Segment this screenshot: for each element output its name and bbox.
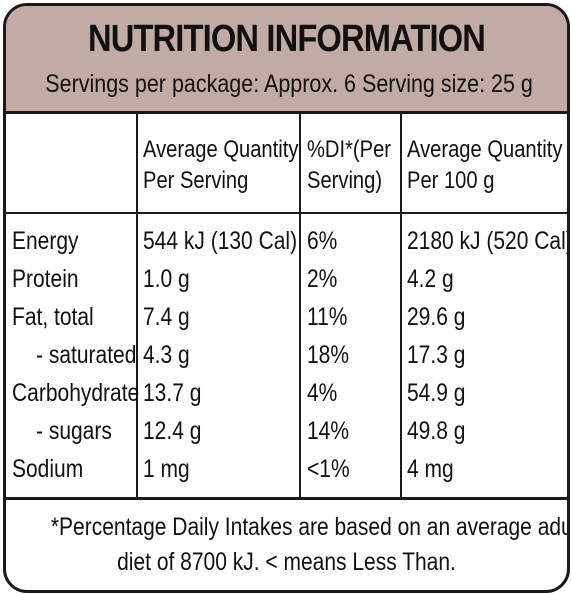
panel-header: NUTRITION INFORMATION Servings per packa… [6,6,567,114]
column-divider [136,114,138,497]
per-100g-value: 17.3 g [407,341,466,369]
per-serving-value: 7.4 g [143,303,190,331]
panel-title: NUTRITION INFORMATION [87,18,486,60]
nutrition-table: Average Quantity Per Serving %DI*(Per Se… [6,114,567,500]
table-row: - saturated 4.3 g 18% 17.3 g [6,336,567,374]
column-header-line: Per Serving [143,167,249,194]
per-serving-value: 4.3 g [143,341,190,369]
per-serving-value: 1.0 g [143,265,190,293]
nutrient-label: - saturated [36,341,137,369]
column-header-line: Per 100 g [407,167,495,194]
column-divider [299,114,301,497]
per-serving-value: 12.4 g [143,417,202,445]
di-value: 14% [307,417,350,445]
column-header-line: Serving) [307,167,383,194]
footnote-line: *Percentage Daily Intakes are based on a… [50,513,570,541]
column-divider [400,114,402,497]
table-row: Carbohydrate 13.7 g 4% 54.9 g [6,374,567,412]
table-row: Energy 544 kJ (130 Cal) 6% 2180 kJ (520 … [6,222,567,260]
nutrient-label: - sugars [36,417,112,445]
di-value: <1% [307,455,350,483]
di-value: 6% [307,227,338,255]
per-serving-value: 544 kJ (130 Cal) [143,227,298,255]
per-100g-value: 4 mg [407,455,454,483]
per-100g-value: 54.9 g [407,379,466,407]
nutrition-panel: NUTRITION INFORMATION Servings per packa… [3,3,570,593]
column-header-di: %DI*(Per Serving) [307,134,391,196]
table-row: - sugars 12.4 g 14% 49.8 g [6,412,567,450]
table-row: Fat, total 7.4 g 11% 29.6 g [6,298,567,336]
column-header-per-serving: Average Quantity Per Serving [143,134,298,196]
column-header-line: Average Quantity [407,136,563,163]
column-header-line: Average Quantity [143,136,299,163]
per-serving-value: 1 mg [143,455,190,483]
table-row: Protein 1.0 g 2% 4.2 g [6,260,567,298]
di-value: 18% [307,341,350,369]
nutrient-label: Protein [12,265,79,293]
per-100g-value: 2180 kJ (520 Cal) [407,227,570,255]
nutrient-label: Sodium [12,455,84,483]
di-value: 4% [307,379,338,407]
nutrient-label: Energy [12,227,79,255]
column-header-line: %DI*(Per [307,136,392,163]
per-100g-value: 49.8 g [407,417,466,445]
column-header-per-100g: Average Quantity Per 100 g [407,134,562,196]
footnote: *Percentage Daily Intakes are based on a… [6,500,567,590]
di-value: 2% [307,265,338,293]
per-serving-value: 13.7 g [143,379,202,407]
per-100g-value: 29.6 g [407,303,466,331]
nutrient-label: Carbohydrate [12,379,140,407]
di-value: 11% [307,303,348,331]
table-row: Sodium 1 mg <1% 4 mg [6,450,567,488]
serving-info: Servings per package: Approx. 6 Serving … [45,70,533,98]
per-100g-value: 4.2 g [407,265,454,293]
header-divider [6,212,567,214]
footnote-line: diet of 8700 kJ. < means Less Than. [117,548,456,576]
nutrient-label: Fat, total [12,303,94,331]
